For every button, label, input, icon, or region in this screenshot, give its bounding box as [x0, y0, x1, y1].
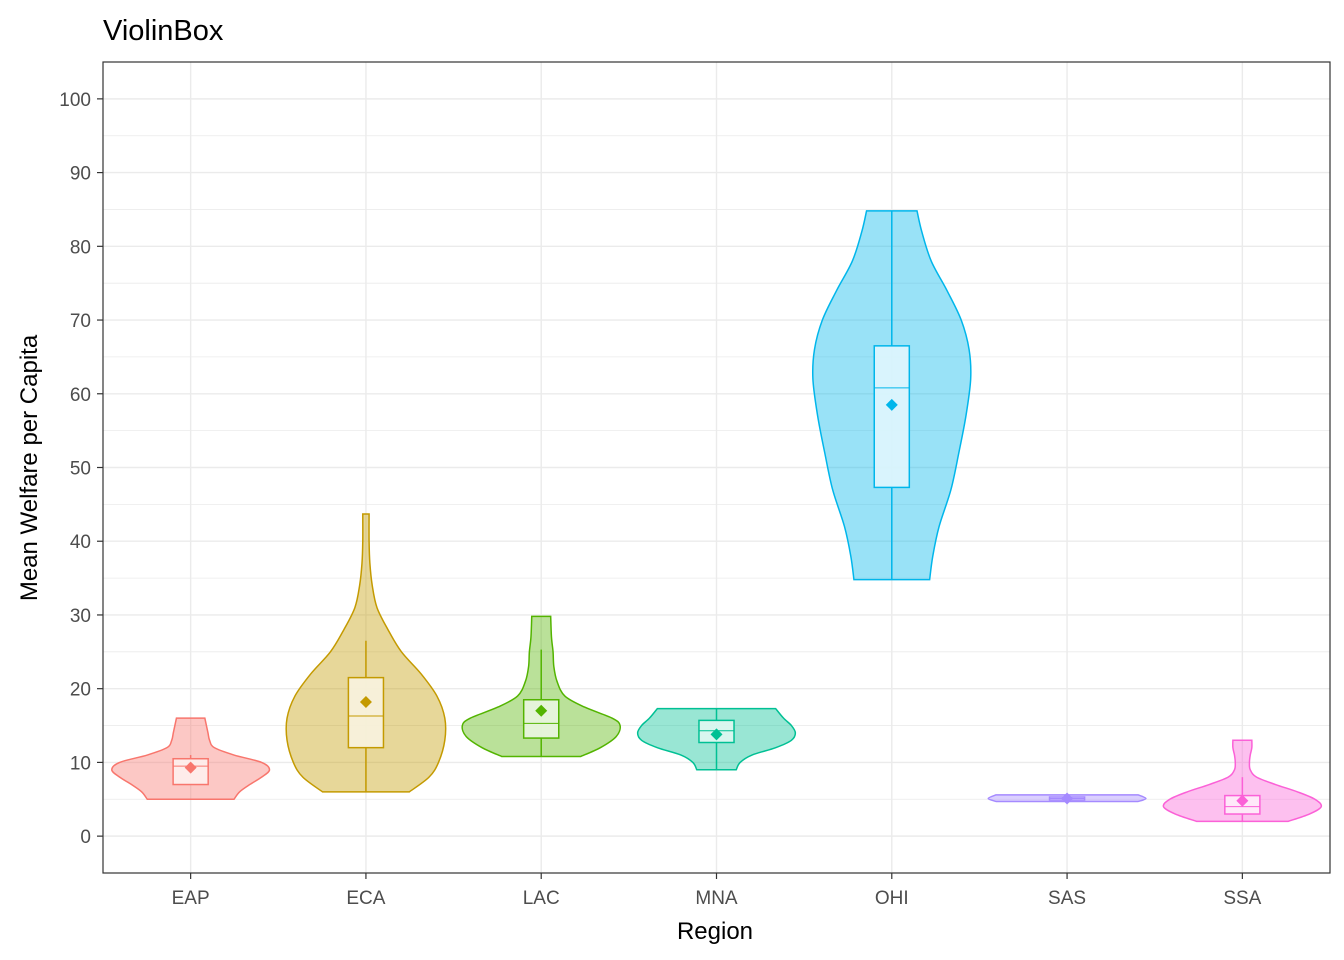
- violin-group-lac: [461, 615, 621, 758]
- mean-point: [535, 704, 548, 717]
- x-tick-label-eca: ECA: [346, 888, 385, 909]
- violin-group-eap: [111, 717, 271, 801]
- mean-point: [1236, 794, 1249, 807]
- y-tick-label: 40: [70, 532, 91, 553]
- mean-point: [1061, 792, 1074, 805]
- x-tick-label-sas: SAS: [1048, 888, 1086, 909]
- y-tick-label: 90: [70, 164, 91, 185]
- violin-group-mna: [636, 707, 797, 771]
- box-eca: [347, 676, 385, 749]
- y-axis: 0 10 20 30 40 50 60 70 80 90 100: [59, 90, 103, 848]
- violin-group-ssa: [1162, 739, 1323, 823]
- violins: [111, 210, 1323, 823]
- y-tick-label: 70: [70, 311, 91, 332]
- x-tick-label-mna: MNA: [695, 888, 738, 909]
- x-tick-label-lac: LAC: [523, 888, 560, 909]
- y-tick-label: 0: [80, 827, 91, 848]
- y-tick-label: 10: [70, 753, 91, 774]
- box-ohi: [873, 345, 911, 489]
- mean-point: [885, 398, 898, 411]
- y-tick-label: 80: [70, 237, 91, 258]
- violin-group-sas: [987, 792, 1147, 805]
- y-tick-label: 30: [70, 606, 91, 627]
- mean-point: [359, 695, 372, 708]
- mean-point: [184, 761, 197, 774]
- x-axis-title: Region: [677, 918, 753, 945]
- x-axis: EAP ECA LAC MNA OHI SAS SSA: [172, 873, 1262, 909]
- y-axis-title: Mean Welfare per Capita: [16, 334, 43, 601]
- y-tick-label: 60: [70, 385, 91, 406]
- violin-group-eca: [285, 513, 447, 793]
- violin-group-ohi: [811, 210, 972, 581]
- x-tick-label-eap: EAP: [172, 888, 210, 909]
- x-tick-label-ssa: SSA: [1223, 888, 1261, 909]
- y-tick-label: 20: [70, 680, 91, 701]
- mean-point: [710, 728, 723, 741]
- chart-title: ViolinBox: [103, 15, 224, 47]
- y-tick-label: 50: [70, 459, 91, 480]
- x-tick-label-ohi: OHI: [875, 888, 909, 909]
- y-tick-label: 100: [59, 90, 91, 111]
